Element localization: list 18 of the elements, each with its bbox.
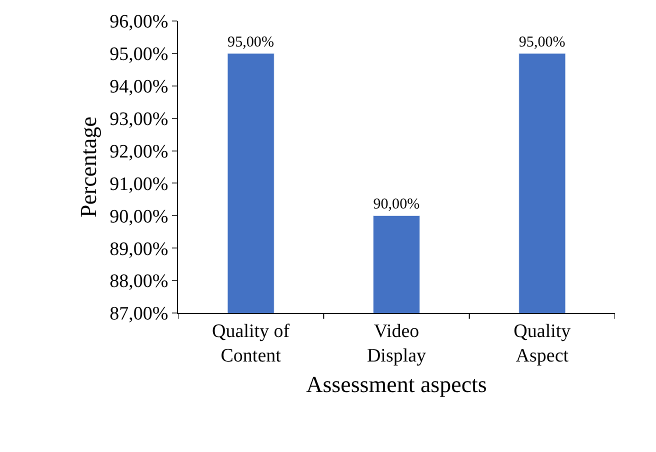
y-tick-label: 90,00% xyxy=(110,206,168,228)
y-axis-title: Percentage xyxy=(76,116,102,218)
data-label: 95,00% xyxy=(228,34,274,50)
x-tick-label: Quality Aspect xyxy=(514,320,572,366)
y-tick-label: 95,00% xyxy=(110,44,168,66)
y-tick-label: 88,00% xyxy=(110,271,168,292)
y-tick-label: 94,00% xyxy=(110,76,168,98)
y-tick-label: 91,00% xyxy=(110,174,168,195)
x-tick-label: Quality of Content xyxy=(212,320,290,366)
y-tick-label: 89,00% xyxy=(110,238,168,260)
data-label: 90,00% xyxy=(373,196,420,213)
y-tick-label: 93,00% xyxy=(110,108,168,130)
y-tick-label: 92,00% xyxy=(110,141,168,162)
y-tick-label: 87,00% xyxy=(110,304,168,325)
x-axis-title: Assessment aspects xyxy=(306,372,487,398)
y-tick-label: 96,00% xyxy=(110,12,168,33)
x-tick-label: Video Display xyxy=(366,320,427,366)
data-label: 95,00% xyxy=(518,34,566,50)
